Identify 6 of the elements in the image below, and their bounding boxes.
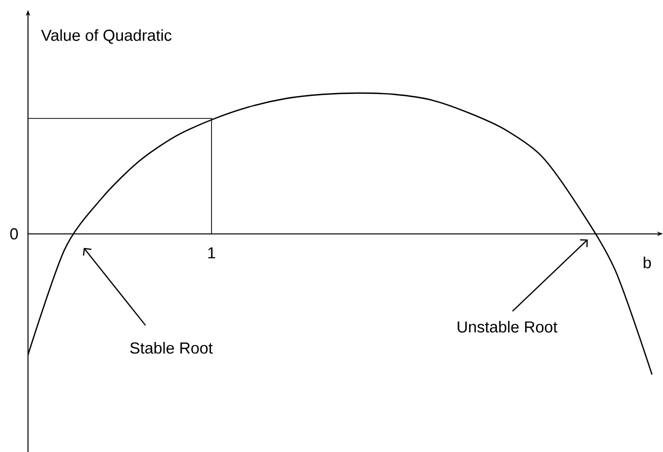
annotation: Stable Root — [130, 342, 213, 354]
annotation: 1 — [208, 247, 216, 258]
annotation: Unstable Root — [458, 320, 558, 333]
y-axis-title: Value of Quadratic — [41, 29, 172, 44]
text: 0 — [10, 228, 18, 240]
x-axis-title: b — [644, 256, 651, 268]
